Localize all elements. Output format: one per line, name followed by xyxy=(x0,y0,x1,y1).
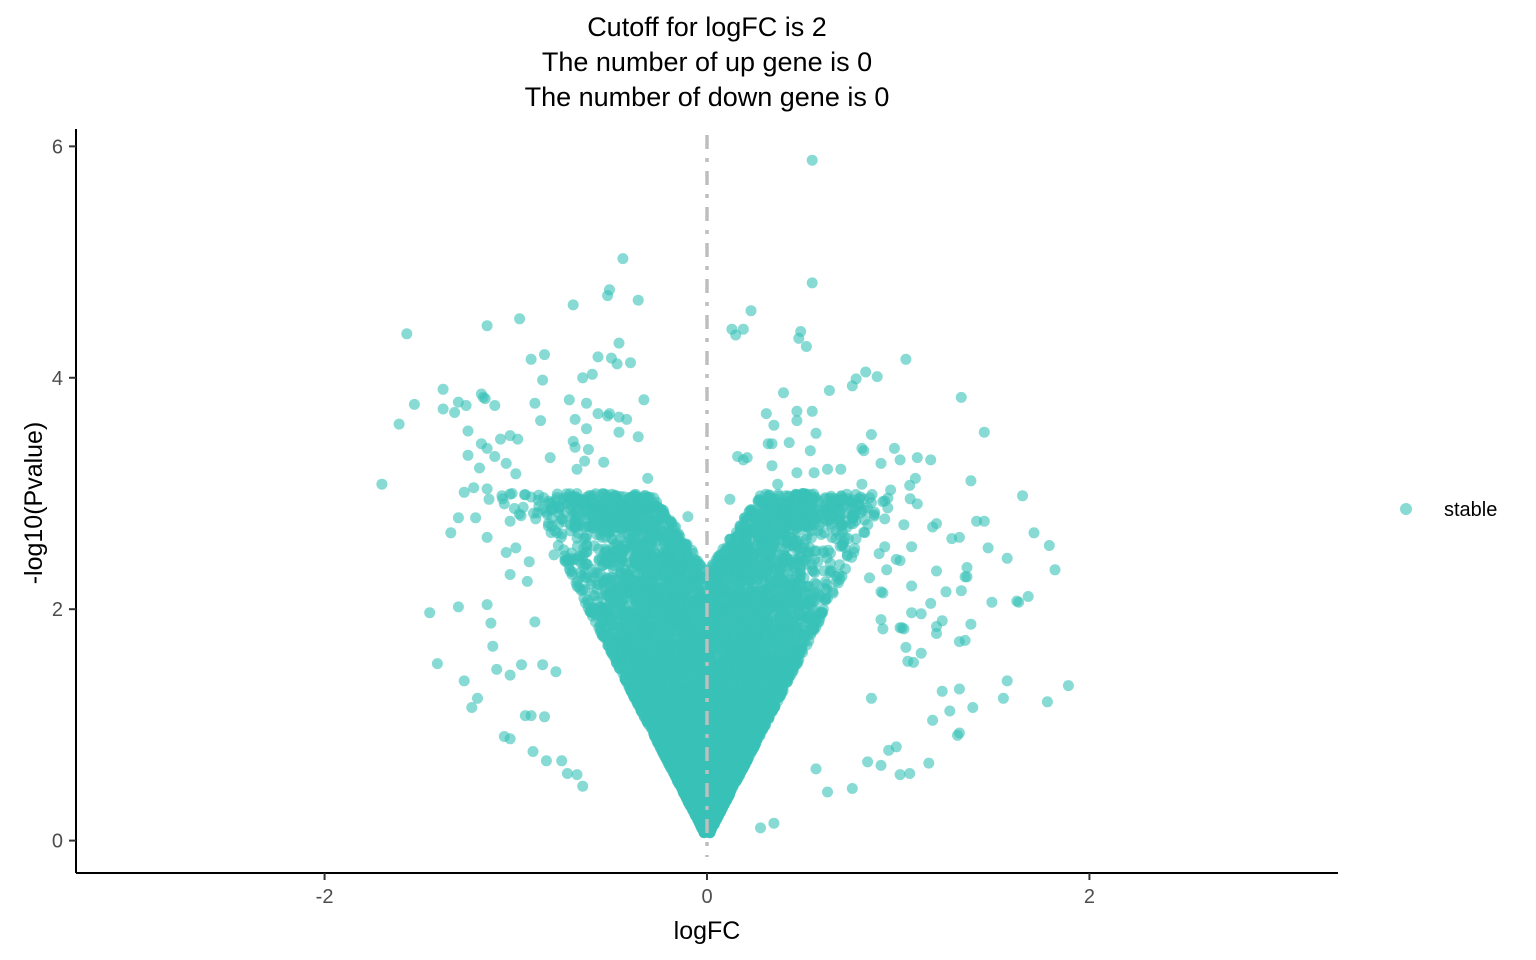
chart-title: Cutoff for logFC is 2 The number of up g… xyxy=(525,12,890,112)
chart-title-line-3: The number of down gene is 0 xyxy=(525,82,890,112)
data-point xyxy=(825,565,836,577)
data-point xyxy=(533,500,545,512)
data-point xyxy=(508,503,520,514)
data-point xyxy=(515,510,527,522)
chart-title-line-1: Cutoff for logFC is 2 xyxy=(587,12,827,42)
data-point xyxy=(834,540,846,552)
data-point xyxy=(573,550,585,562)
chart-title-line-2: The number of up gene is 0 xyxy=(542,47,872,77)
data-point xyxy=(517,501,529,513)
plot-area xyxy=(376,154,1074,839)
